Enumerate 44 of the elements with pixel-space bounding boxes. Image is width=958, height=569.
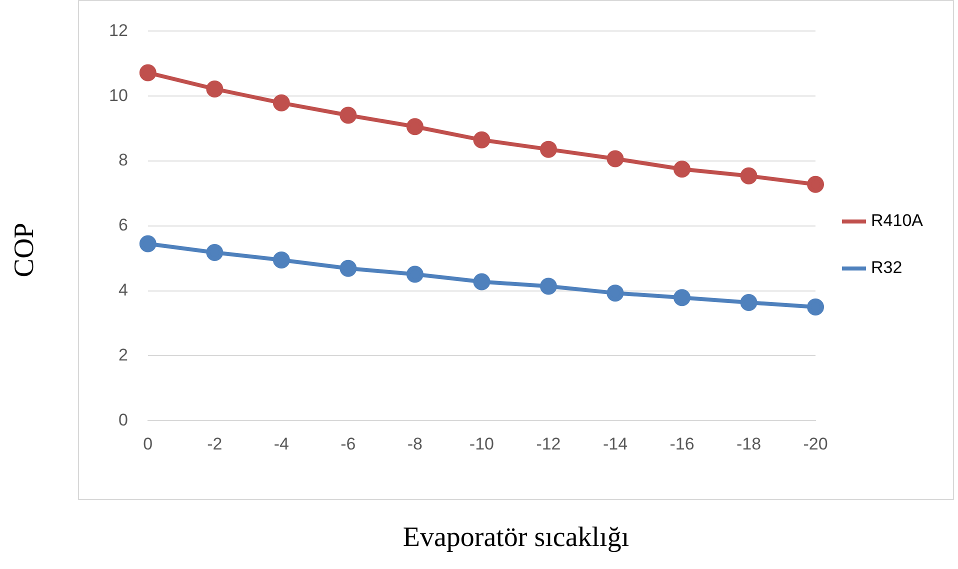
x-tick-label: -16 [670,434,694,454]
x-tick-label: -20 [803,434,828,454]
y-axis-title: COP [9,222,41,278]
y-tick-label: 0 [118,410,128,430]
x-tick-label: -14 [602,434,628,454]
point [206,244,224,262]
point [340,260,357,277]
x-tick-label: 0 [143,434,153,454]
y-tick-label: 2 [118,345,128,364]
x-tick-label: -18 [736,434,762,454]
point [272,94,290,112]
point [473,273,490,290]
point [740,167,758,184]
x-axis-title: Evaporatör sıcaklığı [402,522,630,554]
point [606,284,624,302]
point [606,150,624,168]
legend-label: R32 [871,258,902,278]
point [674,289,690,306]
point [540,278,557,295]
x-tick-label: -12 [536,434,561,454]
point [340,106,357,124]
point [540,140,557,158]
y-tick-label: 6 [118,216,128,235]
x-tick-label: -4 [274,434,289,454]
x-tick-label: -2 [207,434,222,454]
y-tick-label: 4 [118,280,128,300]
point [807,176,824,193]
point [139,235,156,252]
point [473,131,490,148]
x-tick-label: -8 [407,434,423,454]
y-tick-label: 10 [108,86,128,105]
x-tick-label: -10 [469,434,494,454]
point [272,251,290,268]
x-tick-label: -6 [340,434,356,454]
point [740,294,758,311]
point [807,298,824,316]
point [206,80,224,98]
y-tick-label: 12 [108,20,128,40]
legend-label: R410A [871,211,924,230]
point [406,118,424,136]
point [406,266,424,283]
point [139,64,156,82]
point [674,160,690,178]
y-tick-label: 8 [118,150,128,170]
